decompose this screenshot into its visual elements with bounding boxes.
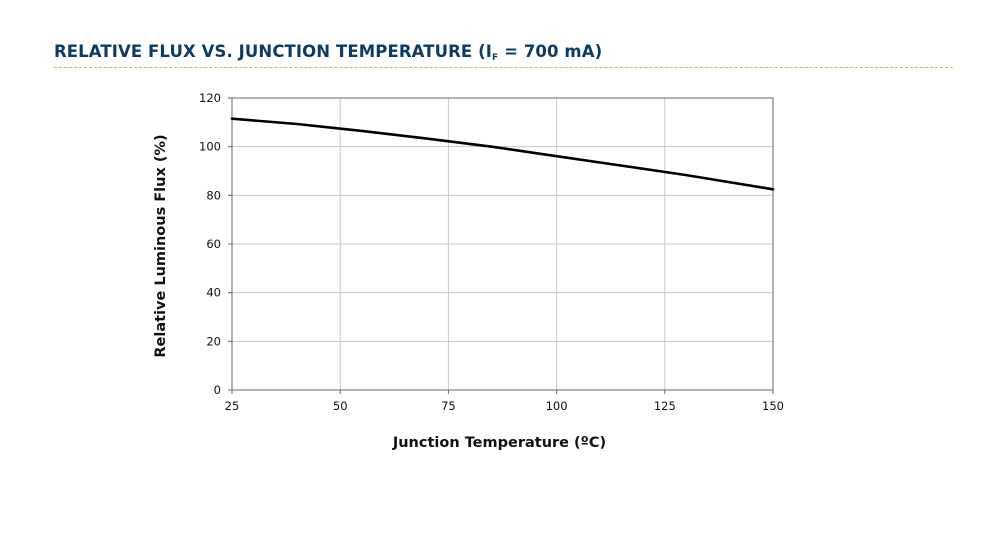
chart-title-tail: = 700 mA)	[498, 42, 603, 61]
x-tick-label: 100	[546, 399, 568, 413]
x-tick-label: 50	[333, 399, 348, 413]
axis-ticks: 25 50 75 100 125 150 0 20 40 60 80 100 120	[199, 91, 784, 413]
x-tick-label: 150	[762, 399, 784, 413]
x-tick-label: 75	[441, 399, 456, 413]
series-line	[230, 117, 775, 191]
y-tick-label: 120	[199, 91, 221, 105]
title-divider	[54, 67, 953, 68]
x-tick-label: 25	[225, 399, 240, 413]
y-tick-label: 80	[206, 188, 221, 202]
y-axis-label: Relative Luminous Flux (%)	[153, 134, 169, 357]
chart-title-subscript: F	[491, 53, 499, 63]
chart-title: RELATIVE FLUX VS. JUNCTION TEMPERATURE (…	[54, 42, 602, 63]
y-tick-label: 60	[206, 237, 221, 251]
grid-lines	[231, 97, 774, 391]
y-tick-label: 20	[206, 334, 221, 348]
x-axis-label: Junction Temperature (ºC)	[392, 435, 606, 451]
y-tick-label: 100	[199, 140, 221, 154]
x-tick-label: 125	[654, 399, 676, 413]
y-tick-label: 0	[214, 383, 221, 397]
y-tick-label: 40	[206, 286, 221, 300]
chart-title-main: RELATIVE FLUX VS. JUNCTION TEMPERATURE (…	[54, 42, 492, 61]
data-series	[230, 117, 775, 191]
